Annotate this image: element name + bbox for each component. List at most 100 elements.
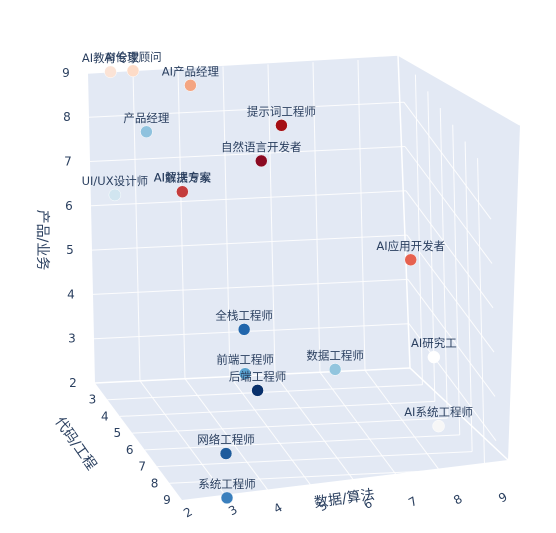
y-tick-label: 7 [138,460,146,474]
data-point-label: AI研究工 [411,336,457,350]
data-point [404,253,417,267]
data-point-label: 网络工程师 [197,433,255,447]
z-tick-label: 7 [64,155,72,169]
data-point-label: AI应用开发者 [376,239,445,253]
data-point-label: 自然语言开发者 [221,140,302,154]
z-tick-label: 4 [67,287,75,301]
side-gridline [439,108,448,419]
back-gridline [312,62,321,373]
data-point-label: AI教育专家 [82,51,140,65]
data-point-label: 后端工程师 [229,369,287,383]
panes [88,55,520,500]
data-point-label: AI系统工程师 [404,405,473,419]
data-point [275,119,288,132]
x-tick-label: 4 [271,500,285,516]
pane-edge-line [397,54,411,369]
floor-gridline [169,467,485,484]
side-gridline [464,141,473,452]
floor [95,368,508,500]
side-gridline [427,91,436,402]
back-wall [88,55,410,383]
data-point [427,350,441,364]
data-point-label: 产品经理 [123,111,169,125]
x-tick-label: 9 [496,490,510,506]
data-point [104,65,117,79]
x-tick-label: 3 [226,502,240,518]
data-point [108,188,122,202]
y-axis-title: 代码/工程 [51,414,99,473]
back-gridline [92,278,409,295]
data-point [237,323,251,336]
z-axis-title: 产品/业务 [34,210,50,271]
y-tick-label: 8 [151,476,159,490]
z-tick-label: 8 [63,110,71,124]
floor-gridline [229,376,318,494]
y-tick-label: 6 [126,443,134,457]
side-gridline [407,279,496,397]
back-gridline [89,146,406,162]
back-gridline [90,190,407,207]
back-gridline [177,68,186,379]
data-point-label: 全栈工程师 [215,308,273,322]
floor-gridline [184,378,273,497]
data-point-label: UI/UX设计师 [82,174,148,188]
side-gridline [452,124,461,435]
y-tick-label: 4 [101,409,109,423]
floor-gridline [319,371,408,490]
back-gridline [222,66,231,377]
gridlines [88,60,497,499]
side-gridline [477,158,486,469]
side-gridline [405,190,494,309]
back-gridline [267,64,276,375]
floor-gridline [132,417,448,434]
data-point [238,367,252,380]
x-tick-label: 8 [451,492,465,508]
side-gridline [404,146,493,264]
data-point [126,64,140,78]
data-point-label: 系统工程师 [198,477,256,491]
data-point-label: 提示词工程师 [247,104,316,118]
data-point-label: 前端工程师 [216,353,274,367]
back-gridline [93,323,410,340]
x-tick-label: 2 [181,505,195,521]
data-point-label: 数据工程师 [306,348,364,362]
floor-gridline [144,434,460,451]
data-point [328,363,342,376]
y-tick-label: 9 [163,493,171,507]
back-gridline [132,70,141,381]
data-point [219,447,233,460]
z-tick-label: 2 [69,376,77,390]
floor-gridline [139,380,228,499]
back-gridline [88,101,405,118]
data-point-label: AI解决方案 [154,171,212,185]
data-point-label: AI数据专家 [154,171,212,185]
y-tick-label: 3 [89,393,97,407]
floor-gridline [107,384,423,401]
side-gridline [406,234,495,353]
back-gridline [357,60,366,371]
data-point [184,79,197,92]
side-gridline [403,101,492,220]
floor-gridline [364,369,453,488]
data-point-label: AI产品经理 [162,64,220,78]
data-point [220,491,234,505]
data-point [251,384,264,397]
z-tick-label: 5 [66,243,74,257]
floor-gridline [119,400,435,417]
floor-gridline [274,374,363,492]
floor-gridline [157,451,473,468]
z-tick-label: 9 [62,66,70,80]
side-gridline [414,74,423,385]
data-point [140,125,153,139]
data-point [432,419,445,433]
z-tick-label: 3 [68,332,76,346]
data-point [176,185,189,198]
y-tick-label: 5 [113,426,121,440]
z-tick-label: 6 [65,199,73,213]
data-point [255,154,268,168]
pane-edges [87,54,521,461]
x-tick-label: 7 [406,494,420,510]
back-gridline [91,234,408,251]
